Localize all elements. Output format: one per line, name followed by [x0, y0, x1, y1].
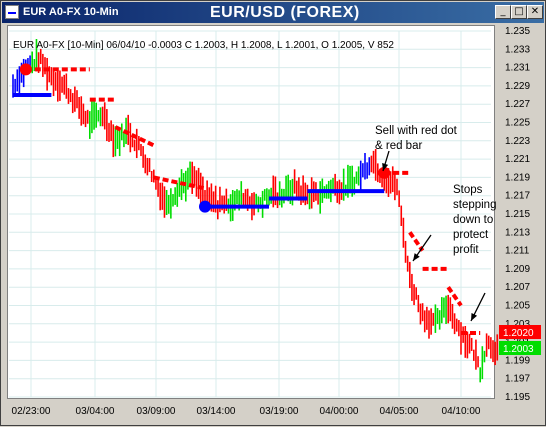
signal-markers	[19, 63, 391, 213]
y-tick-label: 1.227	[505, 99, 530, 110]
signal-dot	[199, 200, 211, 213]
x-tick-label: 04/10:00	[442, 406, 481, 417]
y-tick-label: 1.217	[505, 191, 530, 202]
y-tick-label: 1.219	[505, 172, 530, 183]
y-tick-label: 1.205	[505, 301, 530, 312]
x-axis: 02/23:00 03/04:00 03/09:00 03/14:00 03/19:00…	[12, 406, 481, 417]
price-tag	[499, 325, 541, 339]
stop-lines	[13, 67, 481, 335]
ohlc-info-line: EUR A0-FX [10-Min] 06/04/10 -0.0003 C 1.…	[13, 40, 394, 51]
price-bars	[12, 39, 499, 383]
y-tick-label: 1.203	[505, 319, 530, 330]
x-tick-label: 04/05:00	[380, 406, 419, 417]
x-tick-label: 03/09:00	[137, 406, 176, 417]
annotation-text: Stops	[453, 184, 483, 196]
x-tick-label: 04/00:00	[320, 406, 359, 417]
y-tick-label: 1.209	[505, 264, 530, 275]
price-tag	[499, 341, 541, 355]
close-button[interactable]: ✕	[527, 5, 543, 19]
x-tick-label: 02/23:00	[12, 406, 51, 417]
chart-app-icon	[5, 5, 19, 19]
annotation-text: & red bar	[375, 140, 422, 152]
arrow-head	[382, 163, 389, 171]
y-tick-label: 1.231	[505, 63, 530, 74]
y-tick-label: 1.215	[505, 209, 530, 220]
chart-title: EUR/USD (FOREX)	[210, 4, 360, 21]
signal-dot	[378, 166, 391, 179]
price-tag-label: 1.2020	[503, 328, 534, 339]
maximize-button[interactable]: □	[511, 5, 527, 19]
arrow-head	[471, 313, 478, 321]
stop-line	[408, 231, 425, 252]
annotation-text: down to	[453, 214, 493, 226]
x-tick-label: 03/04:00	[76, 406, 115, 417]
x-tick-label: 03/19:00	[260, 406, 299, 417]
minimize-button[interactable]: _	[495, 5, 511, 19]
y-tick-label: 1.195	[505, 392, 530, 403]
annotation-text: protect	[453, 229, 489, 241]
y-tick-label: 1.223	[505, 136, 530, 147]
annotation-text: Sell with red dot	[375, 125, 458, 137]
annotation-text: profit	[453, 244, 479, 256]
y-tick-label: 1.233	[505, 44, 530, 55]
y-tick-label: 1.207	[505, 282, 530, 293]
y-tick-label: 1.199	[505, 355, 530, 366]
title-bar[interactable]: EUR A0-FX 10-Min EUR/USD (FOREX) _ □ ✕	[2, 2, 544, 23]
annotation-arrows	[382, 150, 486, 322]
signal-dot	[19, 63, 32, 76]
arrow-head	[413, 253, 420, 261]
y-tick-label: 1.229	[505, 81, 530, 92]
annotation-text: stepping	[453, 199, 496, 211]
stop-line	[114, 125, 155, 148]
y-tick-label: 1.225	[505, 118, 530, 129]
price-tags: 1.2020 1.2003	[499, 325, 541, 355]
y-tick-label: 1.211	[505, 246, 530, 257]
annotations: Sell with red dot & red bar Stops stepping d…	[375, 125, 496, 256]
y-tick-label: 1.235	[505, 26, 530, 37]
window-title: EUR A0-FX 10-Min	[23, 6, 119, 18]
y-tick-label: 1.221	[505, 154, 530, 165]
y-tick-label: 1.213	[505, 227, 530, 238]
x-tick-label: 03/14:00	[197, 406, 236, 417]
stop-line	[446, 286, 463, 307]
price-tag-label: 1.2003	[503, 344, 534, 355]
plot-area[interactable]	[7, 25, 495, 399]
y-tick-label: 1.197	[505, 374, 530, 385]
chart-grid	[9, 30, 491, 398]
